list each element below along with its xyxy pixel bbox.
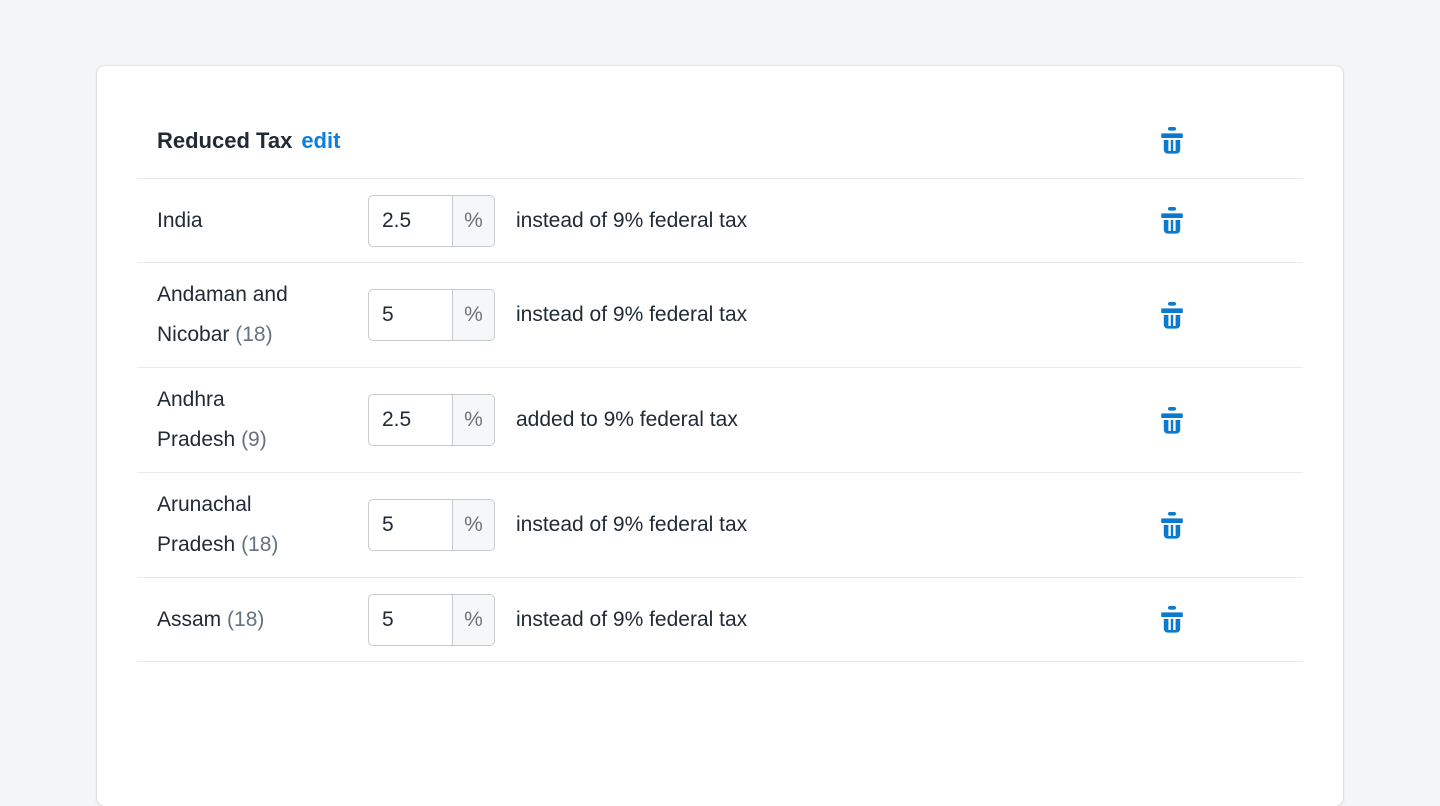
region-name: Andhra Pradesh [157,388,236,451]
region-label: Andhra Pradesh (9) [157,380,307,460]
trash-icon [1161,606,1183,633]
percent-suffix: % [452,594,494,645]
tax-description: instead of 9% federal tax [516,513,748,536]
rate-input[interactable] [369,594,452,645]
rate-input[interactable] [369,395,452,445]
percent-suffix: % [452,395,494,445]
delete-row-button[interactable] [1156,203,1188,238]
tax-description: instead of 9% federal tax [516,607,748,631]
rate-input-group: % [368,194,495,247]
tax-row: Arunachal Pradesh (18) % instead of 9% f… [137,473,1303,578]
rate-input-group: % [368,593,495,646]
region-name: Andaman and Nicobar [157,283,288,346]
percent-suffix: % [452,195,494,246]
region-label: Assam (18) [157,600,307,640]
region-name: Assam [157,607,222,631]
card-header: Reduced Tax edit [137,66,1303,179]
rate-input[interactable] [369,290,452,340]
header-delete-button[interactable] [1156,123,1188,158]
region-label: Arunachal Pradesh (18) [157,485,307,565]
page: { "colors": { "page_bg": "#f4f5f6", "car… [97,66,1343,806]
tax-row: India % instead of 9% federal tax [137,179,1303,263]
page-title: Reduced Tax [157,127,293,153]
tax-description: instead of 9% federal tax [516,208,748,232]
trash-icon [1161,207,1183,234]
region-count: (18) [227,607,265,631]
percent-suffix: % [452,290,494,340]
region-name: Arunachal Pradesh [157,493,252,556]
percent-suffix: % [452,500,494,550]
trash-icon [1161,406,1183,434]
tax-description: added to 9% federal tax [516,408,738,431]
edit-link[interactable]: edit [301,127,341,153]
tax-row: Andhra Pradesh (9) % added to 9% federal… [137,368,1303,473]
region-name: India [157,208,203,232]
delete-row-button[interactable] [1156,298,1188,333]
trash-icon [1161,301,1183,329]
rate-input[interactable] [369,500,452,550]
rate-input-group: % [368,499,495,551]
trash-icon [1161,127,1183,154]
rate-input-group: % [368,289,495,341]
rate-input[interactable] [369,195,452,246]
region-count: (18) [235,323,273,346]
delete-row-button[interactable] [1156,602,1188,637]
tax-override-card: Reduced Tax edit India % instead of 9% f… [97,66,1343,806]
delete-row-button[interactable] [1156,403,1188,438]
rate-input-group: % [368,394,495,446]
tax-row: Andaman and Nicobar (18) % instead of 9%… [137,263,1303,368]
tax-row: Assam (18) % instead of 9% federal tax [137,578,1303,662]
trash-icon [1161,511,1183,539]
region-count: (9) [241,428,267,451]
region-label: Andaman and Nicobar (18) [157,275,307,355]
region-count: (18) [241,533,279,556]
region-label: India [157,201,307,241]
delete-row-button[interactable] [1156,508,1188,543]
tax-description: instead of 9% federal tax [516,303,748,326]
